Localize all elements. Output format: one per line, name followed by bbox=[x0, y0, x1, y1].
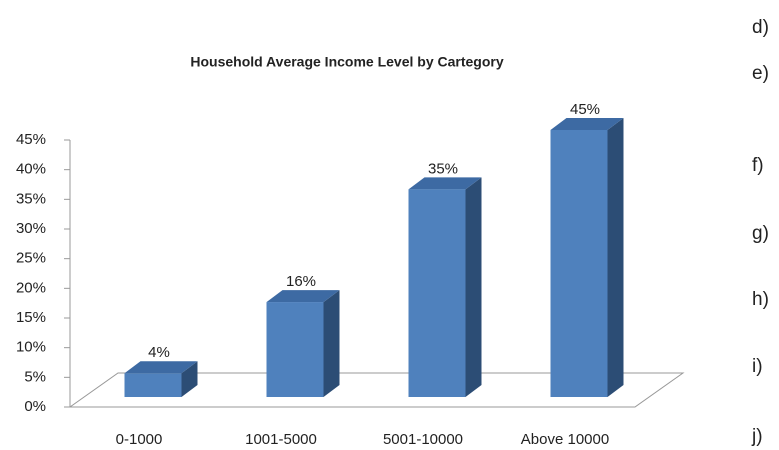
bar-top bbox=[408, 177, 482, 190]
x-tick-label: 0-1000 bbox=[116, 431, 163, 448]
floor bbox=[68, 372, 685, 408]
x-tick-label: 5001-10000 bbox=[383, 431, 463, 448]
y-tick-label: 20% bbox=[16, 279, 46, 296]
bar-side bbox=[607, 118, 624, 397]
y-tick-label: 10% bbox=[16, 339, 46, 356]
side-label: e) bbox=[752, 63, 769, 84]
y-tick-label: 5% bbox=[24, 368, 46, 385]
value-label: 45% bbox=[570, 101, 600, 118]
side-label: j) bbox=[751, 426, 763, 447]
bar-top bbox=[550, 118, 624, 130]
bar bbox=[124, 361, 198, 397]
x-tick-label: 1001-5000 bbox=[245, 431, 317, 448]
side-label: g) bbox=[752, 223, 769, 244]
bar-side bbox=[181, 361, 198, 397]
side-label: h) bbox=[752, 289, 769, 310]
bar-top bbox=[266, 290, 340, 303]
side-label: i) bbox=[752, 356, 763, 377]
y-tick-label: 15% bbox=[16, 309, 46, 326]
y-tick-label: 45% bbox=[16, 131, 46, 148]
chart-title: Household Average Income Level by Carteg… bbox=[190, 54, 503, 70]
bar-top bbox=[124, 361, 198, 374]
bar bbox=[550, 118, 624, 397]
bar bbox=[408, 177, 482, 397]
bar bbox=[266, 290, 340, 397]
bar-front bbox=[550, 130, 608, 397]
bar-side bbox=[465, 177, 482, 397]
side-label: f) bbox=[752, 155, 764, 176]
y-tick-label: 30% bbox=[16, 220, 46, 237]
side-label: d) bbox=[752, 17, 769, 38]
y-tick-label: 40% bbox=[16, 161, 46, 178]
bar-front bbox=[266, 302, 324, 397]
y-tick-label: 35% bbox=[16, 190, 46, 207]
value-label: 16% bbox=[286, 273, 316, 290]
value-label: 35% bbox=[428, 160, 458, 177]
bar-front bbox=[124, 373, 182, 397]
y-tick-label: 0% bbox=[24, 398, 46, 415]
value-label: 4% bbox=[148, 344, 170, 361]
y-tick-label: 25% bbox=[16, 250, 46, 267]
x-tick-label: Above 10000 bbox=[521, 431, 609, 448]
bar-side bbox=[323, 290, 340, 397]
bar-front bbox=[408, 189, 466, 397]
